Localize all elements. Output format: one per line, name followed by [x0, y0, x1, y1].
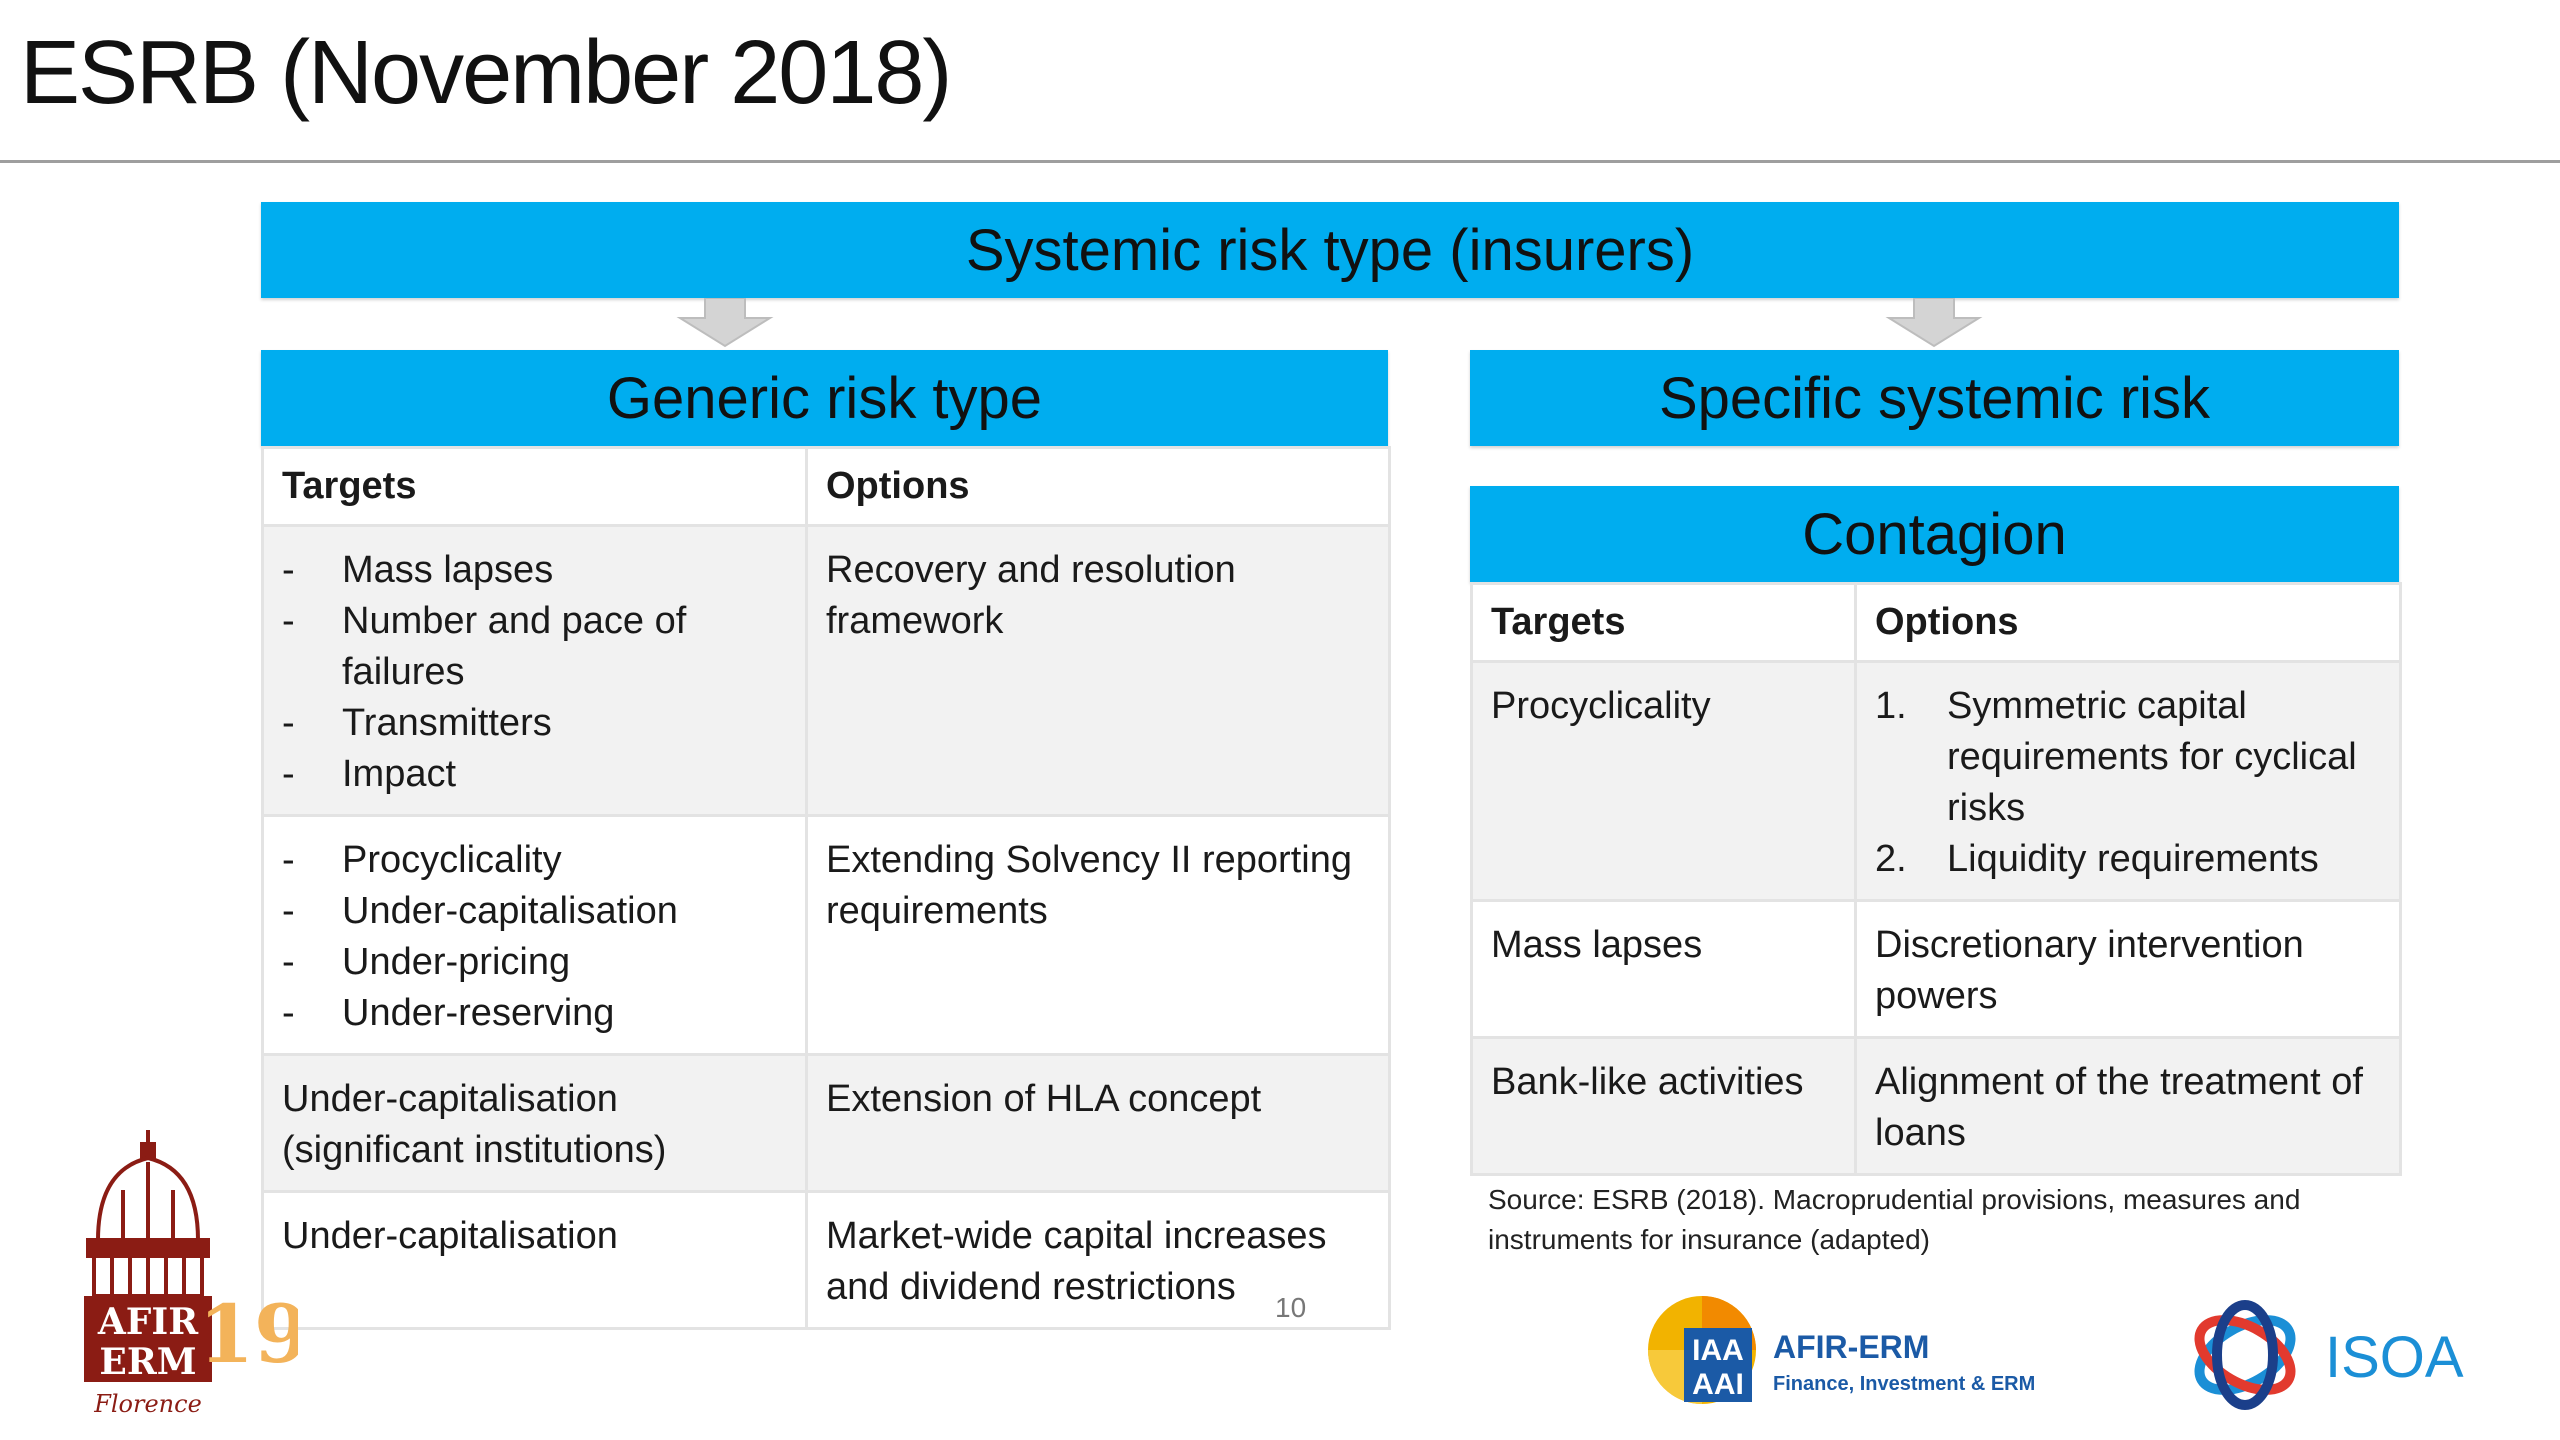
- list-item: - Under-pricing: [282, 941, 571, 983]
- targets-list: - Mass lapses - Number and pace of failure…: [282, 545, 787, 800]
- targets-cell: - Mass lapses - Number and pace of failure…: [261, 524, 808, 817]
- list-item: 1. Symmetric capital requirements for cyc…: [1875, 685, 2357, 829]
- title-divider: [0, 160, 2560, 163]
- options-header: Options: [1854, 582, 2402, 663]
- down-arrow-icon: [676, 298, 774, 348]
- specific-risk-banner: Specific systemic risk: [1470, 350, 2399, 446]
- options-cell: Extension of HLA concept: [805, 1053, 1391, 1193]
- specific-risk-banner-label: Specific systemic risk: [1658, 365, 2211, 431]
- options-cell: Alignment of the treatment of loans: [1854, 1036, 2402, 1176]
- targets-cell: Bank-like activities: [1470, 1036, 1857, 1176]
- isoa-logo: ISOA: [2194, 1300, 2464, 1410]
- iaa-logo-name: AFIR-ERM: [1773, 1329, 1929, 1365]
- options-cell: Discretionary intervention powers: [1854, 899, 2402, 1039]
- targets-cell: Under-capitalisation: [261, 1190, 808, 1330]
- options-list: 1. Symmetric capital requirements for cyc…: [1875, 681, 2381, 885]
- generic-risk-banner-label: Generic risk type: [606, 365, 1043, 431]
- list-item: - Number and pace of failures: [282, 600, 687, 693]
- table-row: Bank-like activities Alignment of the tr…: [1470, 1036, 2402, 1176]
- list-item: - Under-capitalisation: [282, 890, 678, 932]
- iaa-afir-erm-logo: IAA AAI AFIR-ERM Finance, Investment & E…: [1648, 1296, 2035, 1404]
- list-item: - Under-reserving: [282, 992, 615, 1034]
- list-item: - Mass lapses: [282, 549, 554, 591]
- isoa-rings-icon: [2194, 1300, 2296, 1410]
- page-number: 10: [1275, 1292, 1307, 1323]
- down-arrow-icon: [1885, 298, 1983, 348]
- contagion-banner-label: Contagion: [1802, 501, 2067, 567]
- iaa-badge-line1: IAA: [1692, 1334, 1744, 1367]
- afir-logo-line2: ERM: [99, 1341, 196, 1383]
- generic-risk-table: Targets Options - Mass lapses - Number and…: [261, 446, 1391, 1330]
- list-item: - Transmitters: [282, 702, 552, 744]
- systemic-risk-banner-label: Systemic risk type (insurers): [965, 217, 1695, 283]
- slide-title: ESRB (November 2018): [20, 23, 952, 123]
- globe-icon: IAA AAI: [1648, 1296, 1756, 1404]
- table-row: Under-capitalisation Market-wide capital…: [261, 1190, 1391, 1330]
- table-row: Mass lapses Discretionary intervention p…: [1470, 899, 2402, 1039]
- table-row: - Mass lapses - Number and pace of failure…: [261, 524, 1391, 817]
- afir-logo-city: Florence: [93, 1390, 202, 1418]
- table-header-row: Targets Options: [261, 446, 1391, 527]
- targets-cell: Mass lapses: [1470, 899, 1857, 1039]
- contagion-table: Targets Options Procyclicality 1. Symmetr…: [1470, 582, 2402, 1176]
- targets-header: Targets: [1470, 582, 1857, 663]
- generic-risk-banner: Generic risk type: [261, 350, 1388, 446]
- targets-list: - Procyclicality - Under-capitalisation -U…: [282, 835, 787, 1039]
- isoa-logo-name: ISOA: [2325, 1325, 2464, 1390]
- options-cell: Market-wide capital increases and divide…: [805, 1190, 1391, 1330]
- list-item: 2. Liquidity requirements: [1875, 838, 2319, 880]
- systemic-risk-banner: Systemic risk type (insurers): [261, 202, 2399, 298]
- list-item: - Impact: [282, 753, 457, 795]
- options-cell: Recovery and resolution framework: [805, 524, 1391, 817]
- table-header-row: Targets Options: [1470, 582, 2402, 663]
- list-item: - Procyclicality: [282, 839, 562, 881]
- table-row: - Procyclicality - Under-capitalisation -U…: [261, 814, 1391, 1056]
- afir-logo-line1: AFIR: [97, 1301, 199, 1343]
- targets-header: Targets: [261, 446, 808, 527]
- afir-erm-19-logo: AFIR ERM 19 Florence: [84, 1130, 298, 1418]
- source-note: Source: ESRB (2018). Macroprudential pro…: [1488, 1184, 2301, 1255]
- options-cell: Extending Solvency II reporting requirem…: [805, 814, 1391, 1056]
- targets-cell: Under-capitalisation (significant instit…: [261, 1053, 808, 1193]
- iaa-logo-tagline: Finance, Investment & ERM: [1773, 1373, 2035, 1395]
- targets-cell: Procyclicality: [1470, 660, 1857, 902]
- table-row: Procyclicality 1. Symmetric capital requi…: [1470, 660, 2402, 902]
- targets-cell: - Procyclicality - Under-capitalisation -U…: [261, 814, 808, 1056]
- afir-logo-year: 19: [198, 1287, 298, 1381]
- options-header: Options: [805, 446, 1391, 527]
- table-row: Under-capitalisation (significant instit…: [261, 1053, 1391, 1193]
- options-cell: 1. Symmetric capital requirements for cyc…: [1854, 660, 2402, 902]
- contagion-banner: Contagion: [1470, 486, 2399, 582]
- iaa-badge-line2: AAI: [1692, 1368, 1744, 1401]
